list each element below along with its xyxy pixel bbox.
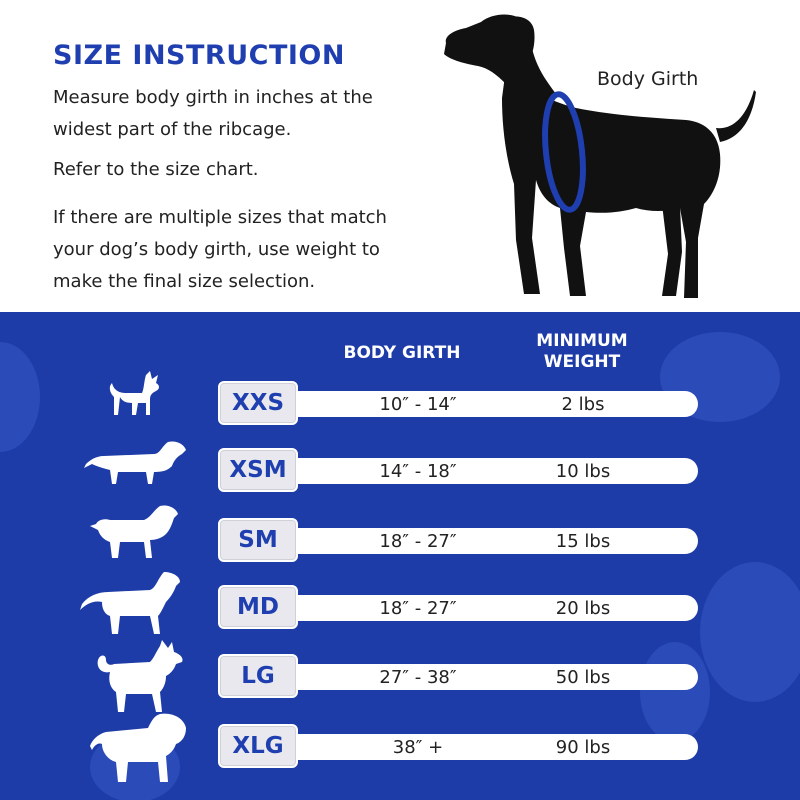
paw-print-decor	[640, 642, 710, 742]
girth-value: 38″ +	[392, 737, 444, 758]
size-row: XLG 38″ + 90 lbs	[218, 724, 698, 768]
size-label: SM	[218, 518, 298, 562]
page-title: SIZE INSTRUCTION	[53, 40, 345, 71]
size-label: XSM	[218, 448, 298, 492]
instruction-refer: Refer to the size chart.	[53, 159, 259, 180]
girth-value: 10″ - 14″	[379, 394, 457, 415]
size-label: XLG	[218, 724, 298, 768]
husky-icon	[97, 640, 183, 712]
girth-value: 18″ - 27″	[379, 598, 457, 619]
weight-value: 50 lbs	[555, 667, 611, 688]
column-header-girth: BODY GIRTH	[343, 343, 461, 363]
size-label: MD	[218, 585, 298, 629]
weight-value: 20 lbs	[555, 598, 611, 619]
size-row: LG 27″ - 38″ 50 lbs	[218, 654, 698, 698]
paw-print-decor	[0, 342, 40, 452]
mastiff-icon	[90, 713, 186, 782]
size-label: LG	[218, 654, 298, 698]
size-row: XXS 10″ - 14″ 2 lbs	[218, 381, 698, 425]
dachshund-icon	[84, 441, 186, 484]
size-row: SM 18″ - 27″ 15 lbs	[218, 518, 698, 562]
paw-print-decor	[700, 562, 800, 702]
size-row-bar	[278, 458, 698, 484]
weight-value: 2 lbs	[561, 394, 605, 415]
size-row: XSM 14″ - 18″ 10 lbs	[218, 448, 698, 492]
weight-value: 15 lbs	[555, 531, 611, 552]
weight-value: 90 lbs	[555, 737, 611, 758]
size-row-bar	[278, 734, 698, 760]
beagle-icon	[90, 505, 178, 558]
size-row: MD 18″ - 27″ 20 lbs	[218, 585, 698, 629]
instruction-multiple: If there are multiple sizes that match y…	[53, 207, 387, 292]
body-girth-label: Body Girth	[597, 68, 699, 90]
weight-value: 10 lbs	[555, 461, 611, 482]
size-row-bar	[278, 528, 698, 554]
size-label: XXS	[218, 381, 298, 425]
girth-value: 18″ - 27″	[379, 531, 457, 552]
size-row-bar	[278, 595, 698, 621]
girth-value: 27″ - 38″	[379, 667, 457, 688]
size-row-bar	[278, 664, 698, 690]
instruction-measure: Measure body girth in inches at the wide…	[53, 87, 373, 140]
instruction-panel: SIZE INSTRUCTION Measure body girth in i…	[0, 0, 800, 312]
girth-value: 14″ - 18″	[379, 461, 457, 482]
column-header-weight: MINIMUM WEIGHT	[536, 331, 628, 372]
dog-silhouette-icon	[444, 14, 756, 298]
chihuahua-icon	[109, 371, 159, 415]
size-row-bar	[278, 391, 698, 417]
labrador-icon	[80, 572, 180, 634]
